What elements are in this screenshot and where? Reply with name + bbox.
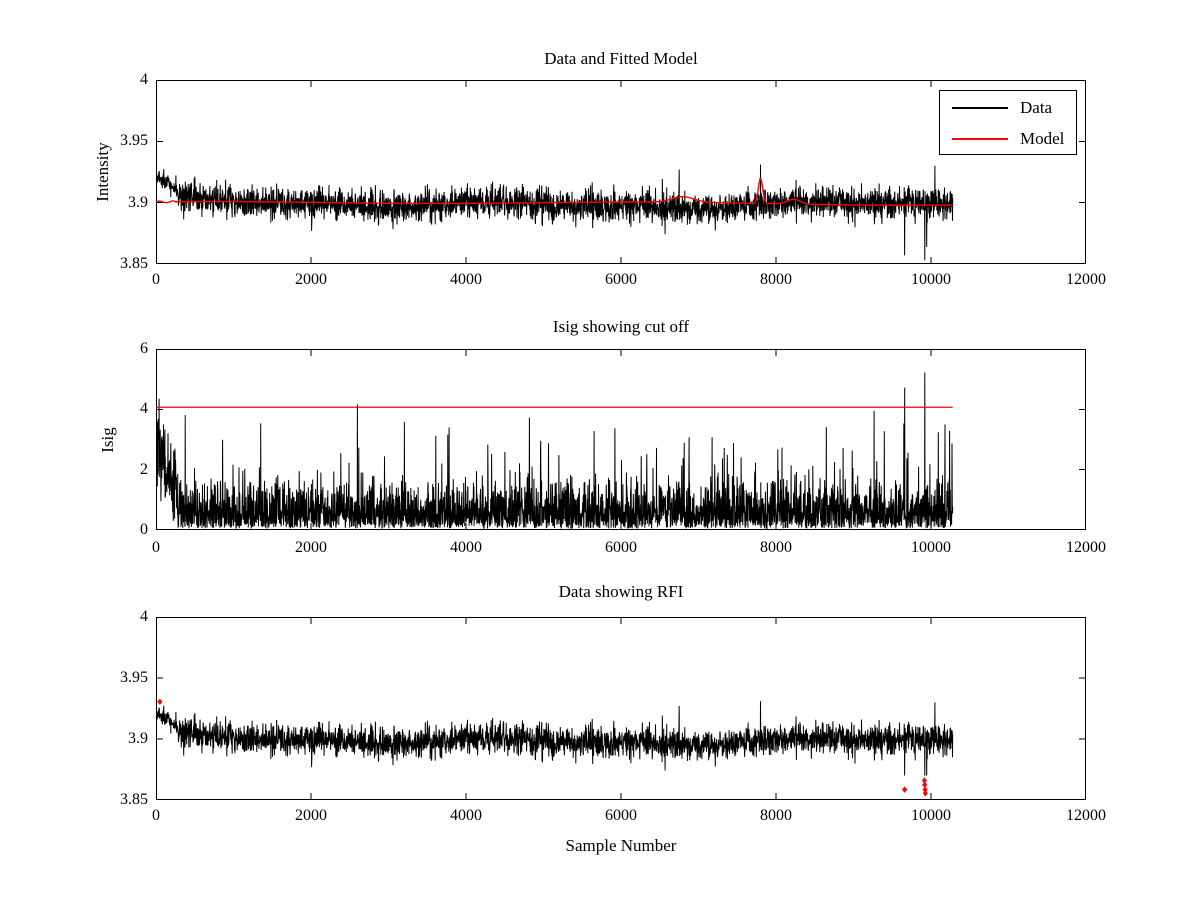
- rfi-marker: [902, 786, 908, 793]
- subplot1-plot-area: [156, 80, 1086, 264]
- x-axis-label: Sample Number: [565, 836, 677, 855]
- y-tick-label: 2: [140, 460, 148, 478]
- rfi-marker: [922, 786, 928, 793]
- axes-box: [156, 349, 1086, 530]
- x-tick-label: 12000: [1066, 807, 1106, 824]
- rfi-marker: [157, 698, 163, 705]
- x-tick-label: 4000: [450, 807, 482, 824]
- rfi-marker: [922, 781, 928, 788]
- y-tick-label: 6: [140, 340, 148, 357]
- x-tick-label: 0: [152, 807, 160, 824]
- x-tick-label: 12000: [1066, 539, 1106, 556]
- x-tick-label: 8000: [760, 807, 792, 824]
- legend-model-label: Model: [1020, 128, 1065, 148]
- legend-entry-model: Model: [940, 123, 1076, 154]
- x-tick-label: 10000: [911, 807, 951, 824]
- y-tick-label: 3.95: [120, 669, 148, 686]
- legend-entry-data: Data: [940, 92, 1076, 123]
- data-line: [156, 701, 954, 776]
- y-tick-label: 0: [140, 521, 148, 538]
- y-tick-label: 3.9: [128, 730, 148, 747]
- x-tick-label: 4000: [450, 539, 482, 556]
- y-tick-label: 3.85: [120, 255, 148, 272]
- axes-box: [156, 80, 1086, 264]
- legend-model-line-sample: [952, 137, 1008, 140]
- axes-box: [156, 617, 1086, 800]
- x-tick-label: 6000: [605, 807, 637, 824]
- subplot2-y-axis-label: Isig: [98, 427, 117, 453]
- y-tick-label: 3.9: [128, 193, 148, 211]
- x-tick-label: 0: [152, 271, 160, 288]
- legend-box: Data Model: [939, 90, 1077, 155]
- legend-data-line-sample: [952, 106, 1008, 109]
- subplot1-y-axis-label: Intensity: [93, 142, 112, 202]
- subplot2-title: Isig showing cut off: [552, 317, 690, 336]
- x-tick-label: 0: [152, 539, 160, 556]
- rfi-marker: [922, 790, 928, 797]
- legend-data-label: Data: [1020, 97, 1053, 117]
- x-tick-label: 8000: [760, 271, 792, 288]
- x-tick-label: 4000: [450, 271, 482, 288]
- x-tick-label: 8000: [760, 539, 792, 556]
- y-tick-label: 4: [140, 400, 148, 418]
- x-tick-label: 10000: [911, 271, 951, 288]
- x-tick-label: 6000: [605, 539, 637, 556]
- rfi-marker: [921, 777, 928, 784]
- y-tick-label: 4: [140, 608, 148, 625]
- x-tick-label: 12000: [1066, 271, 1106, 288]
- subplot1-title: Data and Fitted Model: [544, 49, 698, 68]
- y-tick-label: 3.95: [120, 132, 148, 150]
- x-tick-label: 2000: [295, 271, 327, 288]
- model-line: [156, 177, 953, 206]
- y-tick-label: 4: [140, 71, 148, 88]
- isig-line: [156, 372, 954, 530]
- x-tick-label: 2000: [295, 539, 327, 556]
- subplot3-title: Data showing RFI: [558, 582, 684, 601]
- x-tick-label: 10000: [911, 539, 951, 556]
- y-tick-label: 3.85: [120, 791, 148, 808]
- data-line: [156, 164, 954, 261]
- subplot2-plot-area: [156, 349, 1086, 530]
- x-tick-label: 2000: [295, 807, 327, 824]
- subplot3-plot-area: [156, 617, 1086, 800]
- x-tick-label: 6000: [605, 271, 637, 288]
